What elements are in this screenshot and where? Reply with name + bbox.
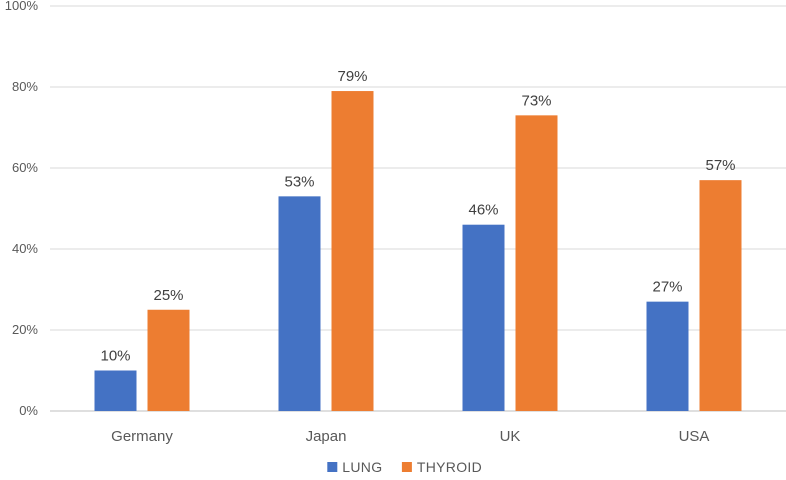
bar-lung-germany bbox=[94, 370, 137, 411]
legend-label-thyroid: THYROID bbox=[417, 459, 482, 475]
bar-lung-usa bbox=[646, 301, 689, 411]
bar-lung-uk bbox=[462, 224, 505, 411]
data-labels: 10% 25% 53% 79% 46% 73% 27% 57% bbox=[100, 68, 735, 364]
legend-swatch-lung bbox=[327, 462, 338, 472]
data-label: 25% bbox=[153, 287, 183, 304]
y-tick-label: 60% bbox=[12, 160, 38, 175]
data-label: 46% bbox=[468, 202, 498, 219]
data-label: 73% bbox=[521, 92, 551, 109]
bar-thyroid-germany bbox=[147, 309, 190, 411]
bar-thyroid-japan bbox=[331, 91, 374, 412]
data-label: 10% bbox=[100, 348, 130, 365]
category-label: USA bbox=[679, 428, 710, 445]
y-tick-label: 40% bbox=[12, 241, 38, 256]
data-label: 57% bbox=[705, 157, 735, 174]
data-label: 79% bbox=[337, 68, 367, 85]
category-label: Japan bbox=[306, 428, 347, 445]
category-label: UK bbox=[500, 428, 521, 445]
bar-lung-japan bbox=[278, 196, 321, 411]
y-tick-label: 20% bbox=[12, 322, 38, 337]
y-tick-label: 80% bbox=[12, 79, 38, 94]
legend-label-lung: LUNG bbox=[342, 459, 382, 475]
data-label: 27% bbox=[652, 279, 682, 296]
y-axis-tick-labels: 0% 20% 40% 60% 80% 100% bbox=[5, 0, 39, 418]
data-label: 53% bbox=[284, 173, 314, 190]
y-tick-label: 100% bbox=[5, 0, 39, 13]
bar-thyroid-uk bbox=[515, 115, 558, 411]
y-tick-label: 0% bbox=[19, 403, 38, 418]
x-axis-category-labels: Germany Japan UK USA bbox=[111, 428, 709, 445]
bars bbox=[94, 91, 742, 412]
bar-thyroid-usa bbox=[699, 180, 742, 411]
legend-swatch-thyroid bbox=[401, 462, 412, 472]
category-label: Germany bbox=[111, 428, 173, 445]
legend: LUNG THYROID bbox=[327, 459, 482, 475]
